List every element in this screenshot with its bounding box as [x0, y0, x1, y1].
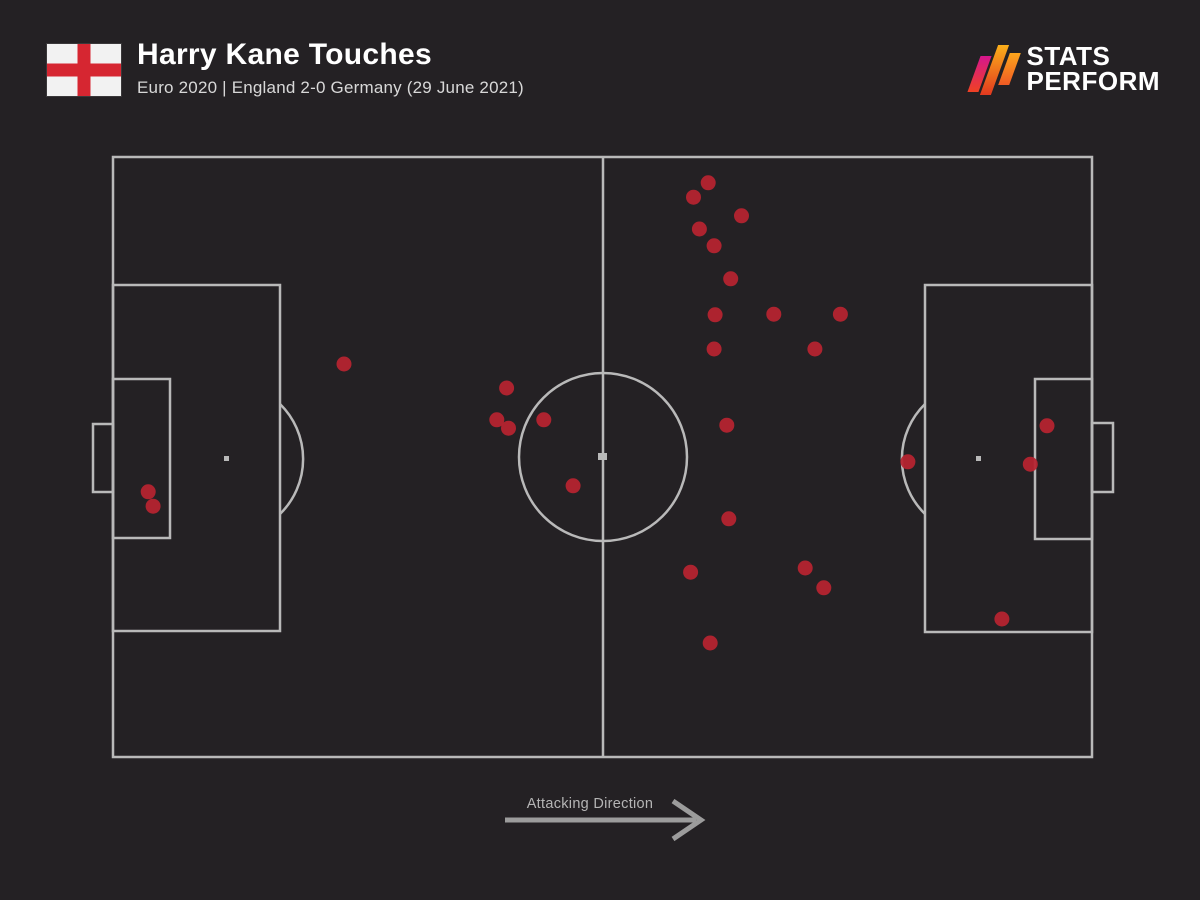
touch-dot	[994, 611, 1010, 627]
attacking-direction-label: Attacking Direction	[526, 796, 654, 812]
touch-dots-layer	[140, 175, 1055, 651]
touch-dot	[723, 271, 739, 287]
header-titles: Harry Kane Touches Euro 2020 | England 2…	[137, 38, 524, 98]
logo-line-2: PERFORM	[1026, 66, 1160, 96]
arrow-head	[671, 799, 706, 842]
touch-dot	[501, 420, 516, 436]
england-flag-icon	[47, 44, 121, 96]
touch-dot	[807, 341, 823, 357]
touch-dot	[797, 560, 813, 576]
penalty-area-left	[111, 283, 282, 633]
logo-line-1: STATS	[1026, 41, 1111, 72]
page-subtitle: Euro 2020 | England 2-0 Germany (29 June…	[137, 78, 524, 97]
touch-dot	[691, 221, 707, 237]
touch-dot	[336, 356, 352, 372]
goal-right	[1090, 421, 1115, 494]
penalty-area-right	[923, 283, 1094, 634]
touch-dot	[734, 208, 749, 224]
touch-dot	[706, 238, 722, 254]
touch-dot	[140, 484, 156, 500]
touch-dot	[1022, 456, 1038, 472]
center-spot	[598, 453, 607, 460]
touch-dot	[565, 478, 581, 494]
touch-dot	[702, 635, 718, 651]
stats-perform-logo: STATS PERFORM	[966, 41, 1161, 96]
stats-perform-wordmark: STATS PERFORM	[1026, 41, 1161, 96]
touch-dot	[700, 175, 716, 191]
page-title: Harry Kane Touches	[137, 38, 432, 71]
touch-dot	[706, 341, 722, 357]
touch-dot	[489, 412, 505, 428]
six-yard-box-left	[111, 377, 172, 540]
touch-dot	[719, 417, 735, 433]
touch-dot	[145, 498, 161, 514]
right-arrow-icon	[505, 799, 706, 842]
touch-dot	[900, 454, 916, 470]
center-circle	[517, 371, 689, 543]
touch-dot	[499, 380, 515, 396]
penalty-spot-left	[224, 456, 229, 461]
touch-dot	[707, 307, 723, 323]
touch-dot	[536, 412, 552, 428]
touch-dot	[686, 189, 701, 205]
flag-cross-horizontal	[47, 63, 121, 77]
touch-dot	[1039, 418, 1055, 434]
penalty-spot-right	[976, 456, 981, 461]
touch-dot	[721, 511, 737, 527]
touch-dot	[832, 306, 848, 322]
goal-left	[91, 422, 115, 494]
six-yard-box-right	[1033, 377, 1094, 541]
touch-dot	[766, 306, 782, 322]
touch-dot	[816, 580, 832, 596]
penalty-arc-left	[279, 403, 305, 515]
touch-dot	[683, 564, 699, 580]
